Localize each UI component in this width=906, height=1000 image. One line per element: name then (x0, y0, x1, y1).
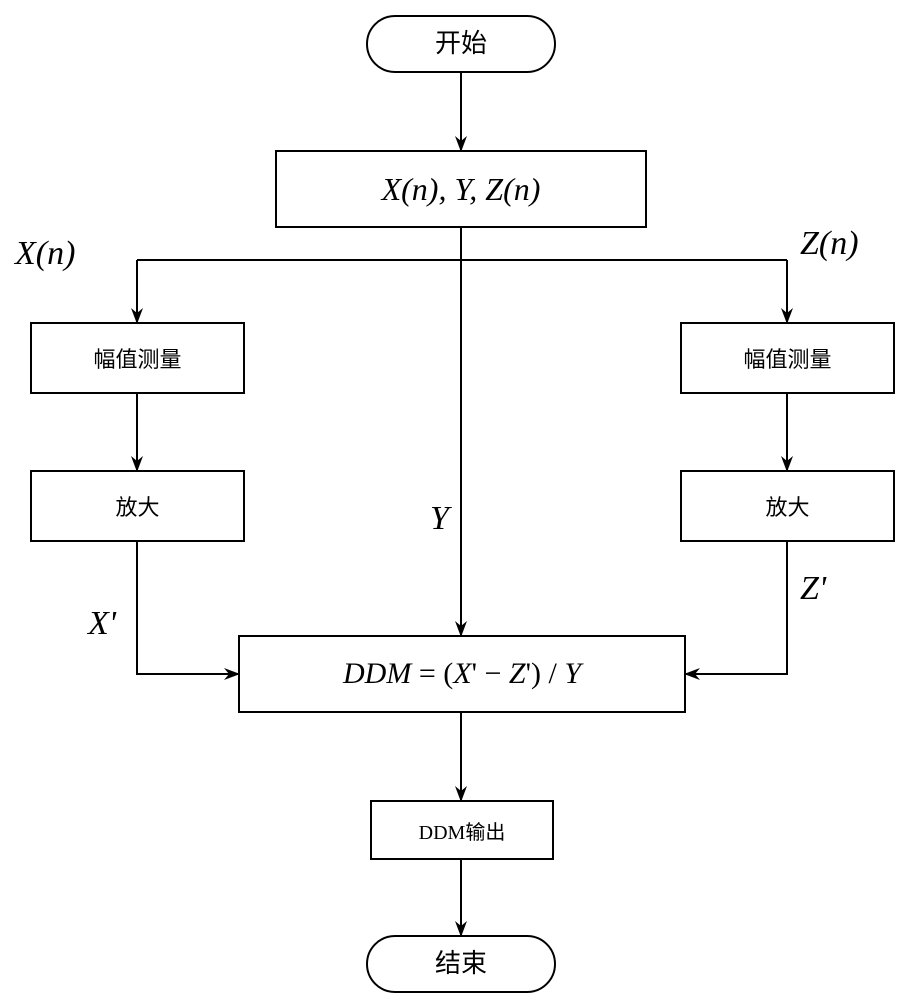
end-terminator: 结束 (366, 935, 556, 993)
amplitude-measure-left: 幅值测量 (30, 322, 245, 394)
input-box-label: X(n), Y, Z(n) (382, 171, 541, 208)
zprime-label: Z' (800, 570, 826, 608)
edge-ampr-ddm (686, 542, 787, 674)
xn-label: X(n) (15, 235, 75, 273)
amplify-left: 放大 (30, 470, 245, 542)
edge-ampl-ddm (137, 542, 238, 674)
zn-label: Z(n) (800, 225, 859, 263)
ddm-equation-box: DDM = (X' − Z') / Y (238, 635, 686, 713)
amplitude-measure-right: 幅值测量 (680, 322, 895, 394)
start-terminator: 开始 (366, 15, 556, 73)
flowchart-canvas: 开始 X(n), Y, Z(n) 幅值测量 幅值测量 放大 放大 DDM = (… (0, 0, 906, 1000)
input-box: X(n), Y, Z(n) (275, 150, 647, 228)
y-label: Y (430, 500, 449, 538)
ddm-output-box: DDM输出 (370, 800, 554, 860)
xprime-label: X' (88, 605, 116, 643)
ddm-equation-label: DDM = (X' − Z') / Y (343, 657, 581, 691)
amplify-right: 放大 (680, 470, 895, 542)
